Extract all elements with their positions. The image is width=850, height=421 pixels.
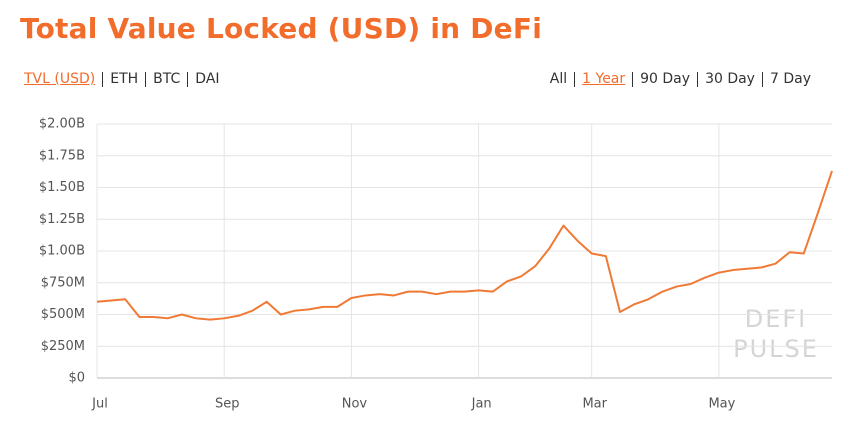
x-tick-label: Jul xyxy=(91,397,108,412)
range-option[interactable]: 7 Day xyxy=(761,72,818,87)
asset-selector: TVL (USD) ETH BTC DAI xyxy=(17,72,227,87)
chart-title: Total Value Locked (USD) in DeFi xyxy=(20,12,542,45)
range-option[interactable]: 90 Day xyxy=(632,72,697,87)
y-tick-label: $250M xyxy=(41,339,85,354)
y-tick-label: $500M xyxy=(41,307,85,322)
range-option[interactable]: All xyxy=(549,71,568,87)
x-tick-label: Nov xyxy=(342,397,368,412)
x-tick-label: May xyxy=(708,397,735,412)
y-tick-label: $1.00B xyxy=(39,244,85,259)
y-tick-label: $2.00B xyxy=(39,117,85,132)
asset-option[interactable]: BTC xyxy=(145,72,187,87)
x-tick-label: Mar xyxy=(582,397,607,412)
y-tick-label: $0 xyxy=(68,371,85,386)
watermark: DEFI xyxy=(745,305,808,333)
asset-option[interactable]: TVL (USD) xyxy=(24,71,96,87)
x-tick-label: Jan xyxy=(471,397,492,412)
watermark: PULSE xyxy=(733,335,819,363)
range-option[interactable]: 1 Year xyxy=(574,72,632,87)
range-selector: All 1 Year 90 Day 30 Day 7 Day xyxy=(543,72,818,87)
y-tick-label: $1.25B xyxy=(39,212,85,227)
asset-option[interactable]: ETH xyxy=(102,72,145,87)
range-option[interactable]: 30 Day xyxy=(697,72,762,87)
x-tick-label: Sep xyxy=(215,397,240,412)
asset-option[interactable]: DAI xyxy=(187,72,226,87)
y-tick-label: $1.75B xyxy=(39,148,85,163)
data-line xyxy=(96,170,833,321)
y-tick-label: $1.50B xyxy=(39,180,85,195)
y-tick-label: $750M xyxy=(41,275,85,290)
